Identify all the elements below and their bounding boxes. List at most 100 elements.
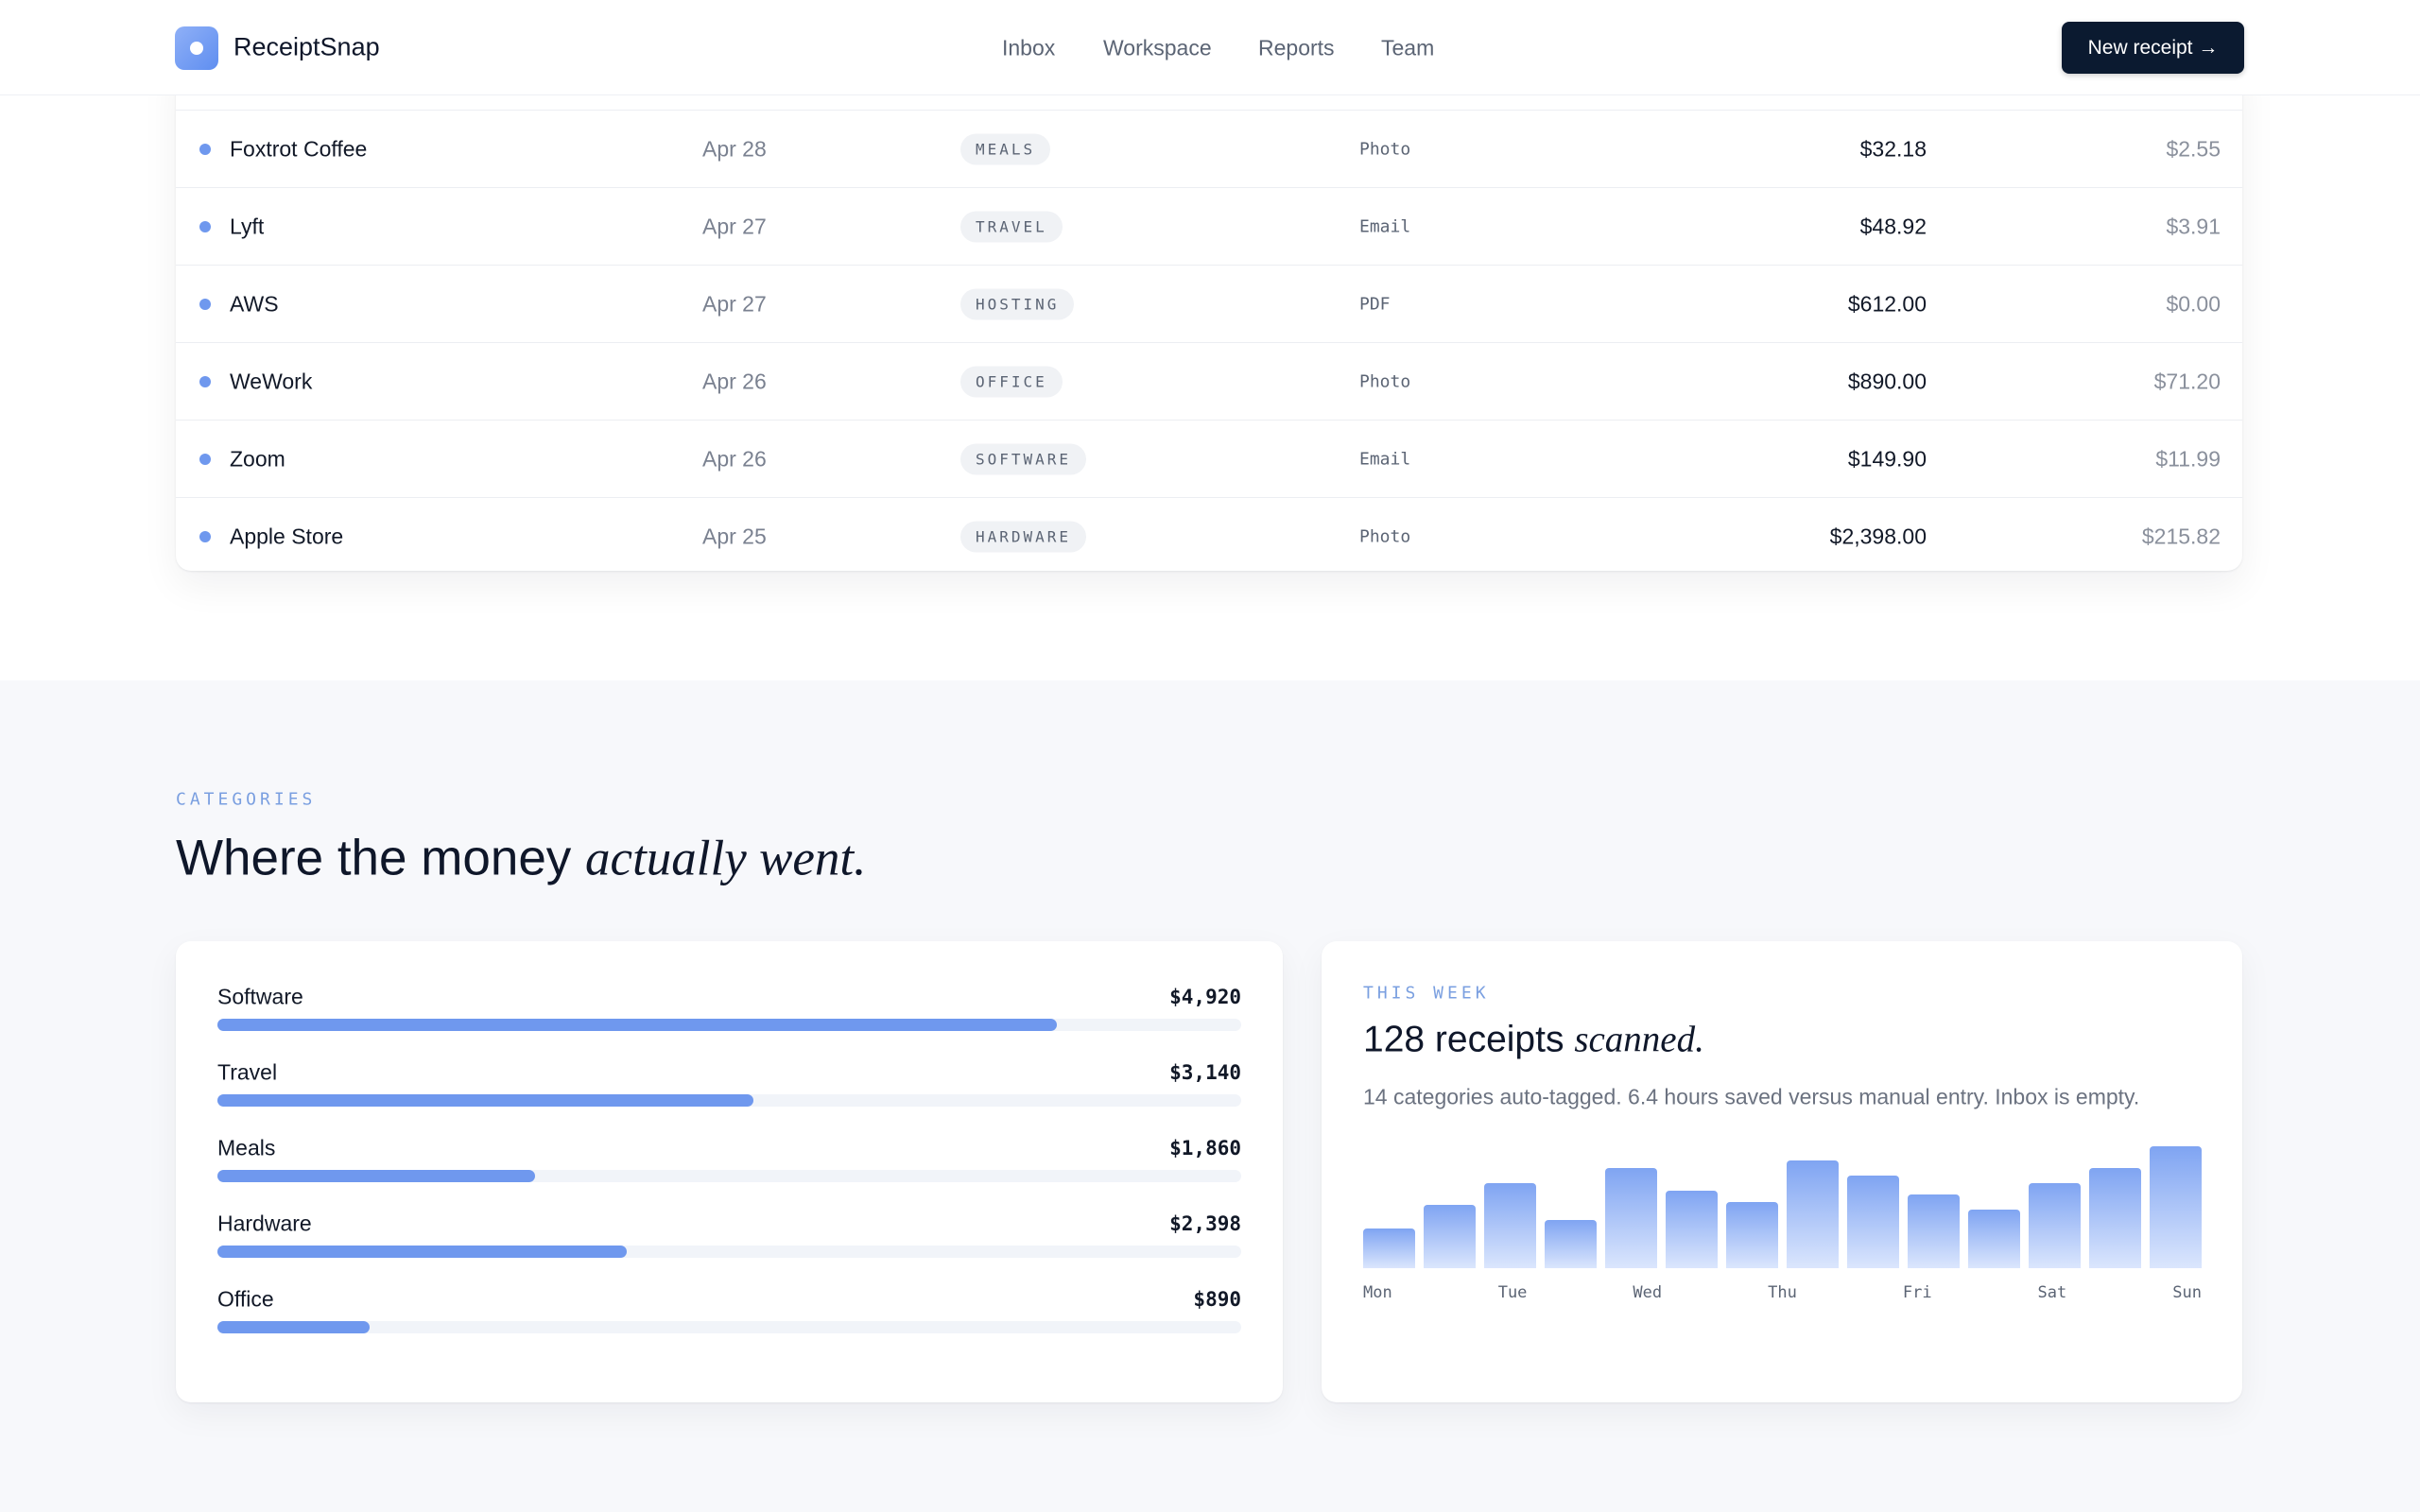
week-bar — [2089, 1167, 2141, 1268]
amount: $48.92 — [1859, 214, 1927, 239]
category-name: Software — [217, 984, 303, 1009]
category-amount: $4,920 — [1169, 986, 1241, 1008]
day-label: Thu — [1768, 1283, 1797, 1302]
date: Apr 25 — [702, 524, 767, 549]
category-tag: HARDWARE — [960, 521, 1087, 553]
bar-fill — [217, 1321, 370, 1333]
status-dot — [199, 454, 211, 465]
bar-fill — [217, 1094, 753, 1107]
week-bar — [1847, 1176, 1899, 1268]
week-bar — [1484, 1183, 1536, 1268]
amount: $32.18 — [1859, 136, 1927, 162]
tax: $0.00 — [2166, 291, 2221, 317]
receipt-table: Foxtrot Coffee Apr 28 MEALS Photo $32.18 $2.5… — [176, 57, 2242, 571]
nav-link[interactable]: Team — [1381, 35, 1435, 60]
table-row[interactable]: Apple Store Apr 25 HARDWARE Photo $2,398.00 $… — [176, 497, 2242, 571]
amount: $149.90 — [1847, 446, 1927, 472]
source: Photo — [1359, 371, 1411, 392]
day-label: Sat — [2037, 1283, 2067, 1302]
week-card — [1322, 941, 2242, 1402]
heading-text: 128 receipts — [1363, 1019, 1575, 1060]
category-name: Meals — [217, 1135, 276, 1160]
table-row[interactable]: Lyft Apr 27 TRAVEL Email $48.92 $3.91 — [176, 187, 2242, 265]
category-name: Travel — [217, 1059, 278, 1085]
tax: $11.99 — [2155, 446, 2221, 472]
table-row[interactable]: Foxtrot Coffee Apr 28 MEALS Photo $32.18 $2.5… — [176, 110, 2242, 187]
vendor: WeWork — [230, 369, 313, 394]
week-bar — [1666, 1191, 1718, 1268]
vendor: AWS — [230, 291, 279, 317]
category-name: Hardware — [217, 1211, 312, 1236]
category-amount: $2,398 — [1169, 1212, 1241, 1235]
date: Apr 26 — [702, 369, 767, 394]
source: PDF — [1359, 294, 1391, 315]
week-bar — [1424, 1205, 1476, 1268]
week-bar — [1787, 1160, 1839, 1268]
source: Photo — [1359, 526, 1411, 547]
brand[interactable]: ReceiptSnap — [233, 32, 380, 61]
category-tag: OFFICE — [960, 366, 1063, 398]
date: Apr 27 — [702, 291, 767, 317]
nav-link[interactable]: Inbox — [1002, 35, 1056, 60]
tax: $3.91 — [2166, 214, 2221, 239]
day-label: Sun — [2172, 1283, 2202, 1302]
vendor: Foxtrot Coffee — [230, 136, 368, 162]
week-bar — [2150, 1146, 2202, 1268]
date: Apr 28 — [702, 136, 767, 162]
week-bar — [1908, 1194, 1960, 1268]
category-name: Office — [217, 1286, 274, 1312]
vendor: Apple Store — [230, 524, 344, 549]
table-row[interactable]: AWS Apr 27 HOSTING PDF $612.00 $0.00 — [176, 265, 2242, 342]
status-dot — [199, 531, 211, 542]
tax: $71.20 — [2153, 369, 2221, 394]
tax: $215.82 — [2141, 524, 2221, 549]
status-dot — [199, 299, 211, 310]
category-amount: $3,140 — [1169, 1061, 1241, 1084]
week-bar — [1605, 1167, 1657, 1268]
week-bar — [1968, 1209, 2020, 1268]
week-heading: 128 receipts scanned. — [1363, 1019, 1704, 1061]
heading-italic: actually went. — [585, 831, 867, 886]
category-amount: $1,860 — [1169, 1137, 1241, 1160]
amount: $2,398.00 — [1829, 524, 1927, 549]
table-row[interactable]: WeWork Apr 26 OFFICE Photo $890.00 $71.20 — [176, 342, 2242, 420]
vendor: Zoom — [230, 446, 285, 472]
source: Email — [1359, 216, 1411, 237]
week-bar — [1726, 1201, 1778, 1268]
day-label: Fri — [1902, 1283, 1932, 1302]
week-bar — [2029, 1183, 2081, 1268]
bar-fill — [217, 1170, 535, 1182]
heading-text: Where the money — [176, 830, 586, 886]
bar-fill — [217, 1019, 1058, 1031]
section-kicker: CATEGORIES — [176, 789, 317, 810]
category-tag: MEALS — [960, 133, 1051, 165]
week-bar — [1545, 1220, 1597, 1268]
vendor: Lyft — [230, 214, 265, 239]
date: Apr 27 — [702, 214, 767, 239]
nav-bar: ReceiptSnap New receipt → Inbox Workspace… — [0, 0, 2420, 95]
day-label: Tue — [1497, 1283, 1528, 1302]
status-dot — [199, 144, 211, 155]
nav-link[interactable]: Reports — [1258, 35, 1335, 60]
week-kicker: THIS WEEK — [1363, 983, 1490, 1004]
tax: $2.55 — [2166, 136, 2221, 162]
amount: $612.00 — [1847, 291, 1927, 317]
category-tag: SOFTWARE — [960, 443, 1087, 475]
section-heading: Where the money actually went. — [176, 830, 866, 887]
day-label: Wed — [1633, 1283, 1663, 1302]
category-tag: HOSTING — [960, 288, 1075, 320]
date: Apr 26 — [702, 446, 767, 472]
source: Email — [1359, 449, 1411, 470]
nav-link[interactable]: Workspace — [1103, 35, 1212, 60]
category-tag: TRAVEL — [960, 211, 1063, 243]
bar-track — [217, 1321, 1241, 1333]
heading-italic: scanned. — [1574, 1019, 1704, 1060]
logo[interactable] — [175, 26, 218, 70]
table-row[interactable]: Zoom Apr 26 SOFTWARE Email $149.90 $11.99 — [176, 420, 2242, 497]
week-bar — [1363, 1228, 1415, 1268]
week-description: 14 categories auto-tagged. 6.4 hours sav… — [1363, 1084, 2140, 1109]
bar-fill — [217, 1246, 627, 1258]
new-receipt-button[interactable]: New receipt → — [2062, 22, 2244, 74]
amount: $890.00 — [1847, 369, 1927, 394]
